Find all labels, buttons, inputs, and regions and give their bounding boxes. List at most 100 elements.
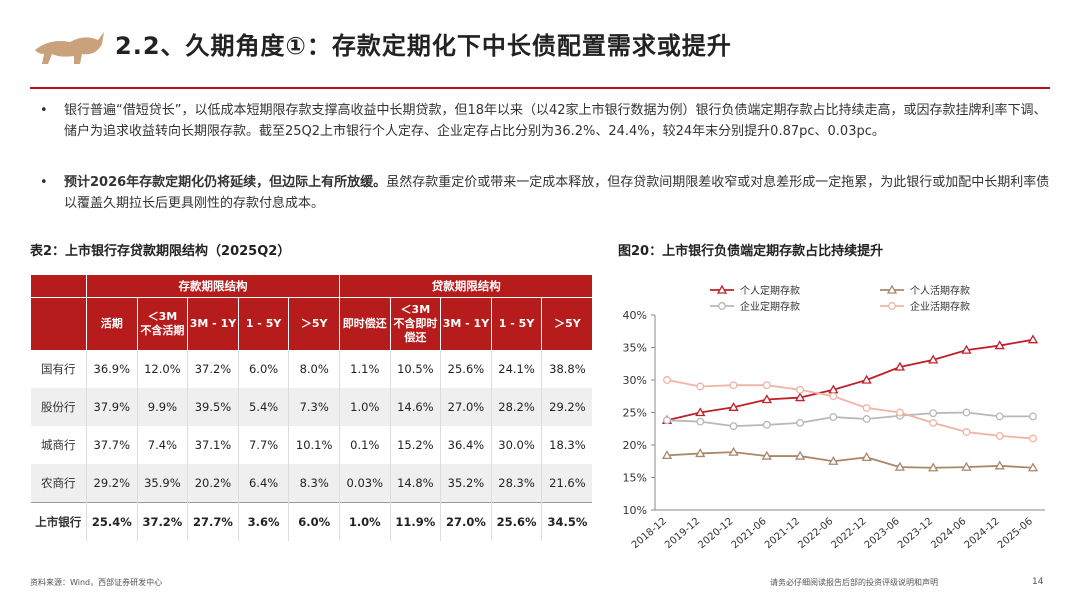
table-title: 表2：上市银行存贷款期限结构（2025Q2）	[30, 244, 291, 259]
header-line: 3M - 1Y	[442, 317, 490, 330]
cell: 20.2%	[187, 464, 239, 503]
cell: 34.5%	[541, 502, 593, 541]
table: 存款期限结构 贷款期限结构 活期 ＜3M 不含活期 3M - 1Y 1 - 5Y ＞5Y 即时偿…	[30, 275, 593, 541]
cell: 5.4%	[237, 388, 289, 426]
cell: 0.1%	[338, 426, 391, 464]
column-header: 即时偿还	[338, 297, 391, 350]
cell: 30.0%	[490, 426, 542, 464]
header-line: ＞5Y	[554, 317, 581, 330]
column-header: 3M - 1Y	[187, 297, 239, 350]
cell: 6.0%	[288, 502, 340, 541]
cell: 28.3%	[490, 464, 542, 503]
cell: 10.5%	[389, 350, 441, 388]
data-point	[729, 422, 738, 431]
data-point	[728, 446, 739, 456]
data-point	[962, 408, 971, 417]
x-tick-label: 2024-06	[929, 516, 968, 551]
x-tick-label: 2022-06	[796, 516, 835, 551]
data-point	[886, 284, 898, 294]
header-line: 1 - 5Y	[498, 317, 535, 330]
bullet: • 预计2026年存款定期化仍将延续，但边际上有所放缓。虽然存款重定价或带来一定成…	[40, 175, 1050, 211]
y-tick-label: 35%	[623, 342, 647, 355]
table-row: 国有行 36.9% 12.0% 37.2% 6.0% 8.0% 1.1% 10.5% 25.6%…	[31, 350, 593, 388]
cell: 37.7%	[86, 426, 138, 464]
row-label: 上市银行	[30, 502, 87, 541]
cell: 6.0%	[237, 350, 289, 388]
data-point	[762, 381, 771, 390]
y-tick-label: 15%	[623, 472, 647, 485]
cell: 1.0%	[338, 502, 391, 541]
bullet-bold: 预计2026年存款定期化仍将延续，但边际上有所放缓。	[64, 175, 387, 190]
data-point	[929, 418, 938, 427]
data-point	[862, 415, 871, 423]
data-point	[861, 374, 872, 384]
data-point	[888, 302, 896, 310]
header-line: ＞5Y	[300, 317, 328, 330]
y-tick-label: 30%	[623, 374, 647, 387]
cell: 14.6%	[389, 388, 441, 426]
header-row: 活期 ＜3M 不含活期 3M - 1Y 1 - 5Y ＞5Y 即时偿还 ＜3M 不含即时 偿还 3M…	[30, 297, 593, 350]
table-row: 上市银行 25.4% 37.2% 27.7% 3.6% 6.0% 1.0% 11.9% 27.0…	[30, 502, 593, 541]
cell: 25.6%	[440, 350, 492, 388]
divider	[30, 87, 1050, 89]
cell: 7.7%	[237, 426, 289, 464]
source: 资料来源：Wind，西部证券研发中心	[30, 578, 163, 587]
x-tick-label: 2022-12	[829, 516, 868, 551]
series-line	[666, 338, 1034, 422]
cell: 14.8%	[389, 464, 441, 503]
data-point	[862, 403, 871, 412]
data-point	[994, 340, 1005, 350]
cell: 36.4%	[440, 426, 492, 464]
data-point	[829, 413, 838, 421]
cell: 6.4%	[237, 464, 289, 503]
y-tick-label: 10%	[623, 504, 647, 517]
cell: 27.0%	[440, 502, 492, 541]
data-point	[794, 450, 806, 460]
legend-label: 个人活期存款	[910, 284, 970, 297]
disclaimer: 请务必仔细阅读报告后部的投资评级说明和声明	[770, 578, 938, 587]
header-line: 不含活期	[140, 324, 185, 337]
cell: 37.9%	[86, 388, 138, 426]
data-point	[894, 461, 906, 471]
data-point	[761, 450, 772, 460]
data-point	[695, 407, 706, 417]
table-row: 股份行 37.9% 9.9% 39.5% 5.4% 7.3% 1.0% 14.6% 27.0% 2…	[30, 388, 593, 426]
logo	[35, 32, 104, 64]
cell: 18.3%	[541, 426, 593, 464]
column-header: 1 - 5Y	[490, 297, 542, 350]
x-tick-label: 2018-12	[630, 516, 669, 551]
cell: 8.0%	[288, 350, 340, 388]
data-point	[928, 462, 939, 472]
data-point	[661, 450, 673, 460]
data-point	[796, 385, 805, 394]
cell: 0.03%	[338, 464, 391, 503]
header-line: 偿还	[404, 331, 427, 344]
y-tick-label: 20%	[623, 439, 647, 452]
cell: 10.1%	[288, 426, 340, 464]
header-line: 3M - 1Y	[189, 317, 237, 330]
data-point	[929, 409, 938, 418]
cell: 38.8%	[541, 350, 593, 388]
data-point	[995, 412, 1004, 421]
data-point	[961, 344, 972, 354]
cell: 9.9%	[136, 388, 188, 426]
data-point	[796, 418, 805, 427]
data-point	[728, 401, 739, 411]
column-header: ＞5Y	[541, 297, 593, 350]
slide-title: 2.2、久期角度①：存款定期化下中长债配置需求或提升	[115, 32, 732, 60]
bullet-text: 银行普遍“借短贷长”，以低成本短期限存款支撑高收益中长期贷款，但18年以来（以4…	[64, 103, 1047, 139]
column-header: ＜3M 不含即时 偿还	[389, 297, 441, 350]
data-point	[928, 354, 939, 364]
data-point	[1027, 334, 1039, 344]
y-tick-label: 40%	[623, 309, 647, 322]
cell: 12.0%	[136, 350, 188, 388]
cell: 28.2%	[490, 388, 542, 426]
cell: 24.1%	[490, 350, 542, 388]
cell: 35.9%	[136, 464, 188, 503]
cell: 27.0%	[440, 388, 492, 426]
column-header: 3M - 1Y	[440, 297, 492, 350]
data-point	[961, 461, 972, 471]
bullet-text: 虽然存款重定价或带来一定成本释放，但存贷款间期限差收窄或对息差形成一定拖累，为此…	[64, 175, 1050, 211]
data-point	[794, 392, 806, 402]
cell: 1.0%	[338, 388, 391, 426]
